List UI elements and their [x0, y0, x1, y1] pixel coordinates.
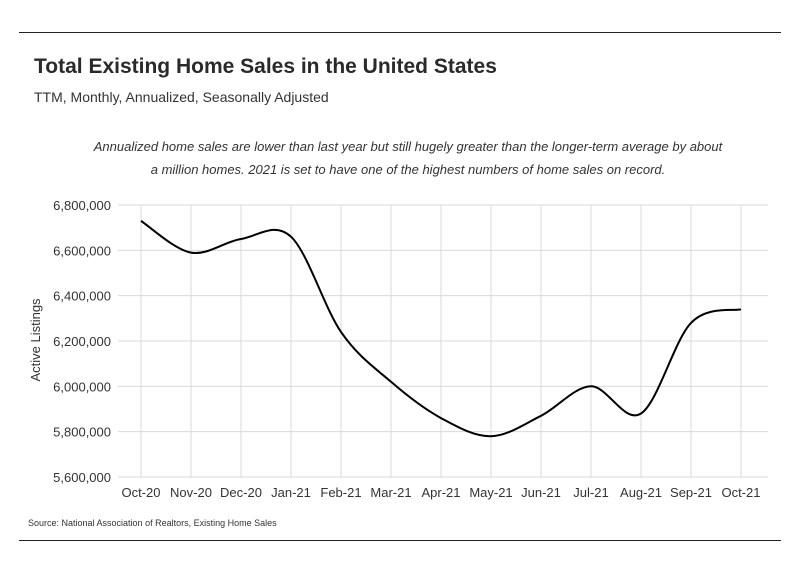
y-tick-label: 6,000,000 — [53, 379, 111, 394]
y-tick-label: 6,600,000 — [53, 243, 111, 258]
chart-title: Total Existing Home Sales in the United … — [34, 55, 497, 78]
y-axis-label: Active Listings — [28, 298, 43, 382]
series-line — [140, 220, 742, 438]
y-tick-label: 6,200,000 — [53, 334, 111, 349]
chart-annotation: Annualized home sales are lower than las… — [93, 139, 723, 177]
x-tick-label: Jan-21 — [271, 485, 311, 500]
x-tick-label: May-21 — [469, 485, 512, 500]
y-axis-ticks: 5,600,000 5,800,000 6,000,000 6,200,000 6,40… — [53, 198, 111, 485]
x-tick-label: Jun-21 — [521, 485, 561, 500]
x-tick-label: Oct-20 — [121, 485, 160, 500]
x-tick-label: Feb-21 — [320, 485, 361, 500]
x-tick-label: Mar-21 — [370, 485, 411, 500]
y-tick-label: 5,600,000 — [53, 470, 111, 485]
x-axis-ticks: Oct-20 Nov-20 Dec-20 Jan-21 Feb-21 Mar-21 Apr-… — [121, 485, 760, 500]
source-note: Source: National Association of Realtors… — [28, 518, 277, 528]
x-tick-label: Jul-21 — [573, 485, 608, 500]
x-tick-label: Nov-20 — [170, 485, 212, 500]
top-rule — [19, 32, 781, 33]
x-tick-label: Sep-21 — [670, 485, 712, 500]
chart-subtitle: TTM, Monthly, Annualized, Seasonally Adj… — [34, 89, 329, 105]
bottom-rule — [19, 540, 781, 541]
x-tick-label: Dec-20 — [220, 485, 262, 500]
x-tick-label: Aug-21 — [620, 485, 662, 500]
y-tick-label: 5,800,000 — [53, 425, 111, 440]
x-tick-label: Oct-21 — [721, 485, 760, 500]
grid-lines — [118, 204, 768, 478]
y-tick-label: 6,400,000 — [53, 289, 111, 304]
y-tick-label: 6,800,000 — [53, 198, 111, 213]
x-tick-label: Apr-21 — [421, 485, 460, 500]
